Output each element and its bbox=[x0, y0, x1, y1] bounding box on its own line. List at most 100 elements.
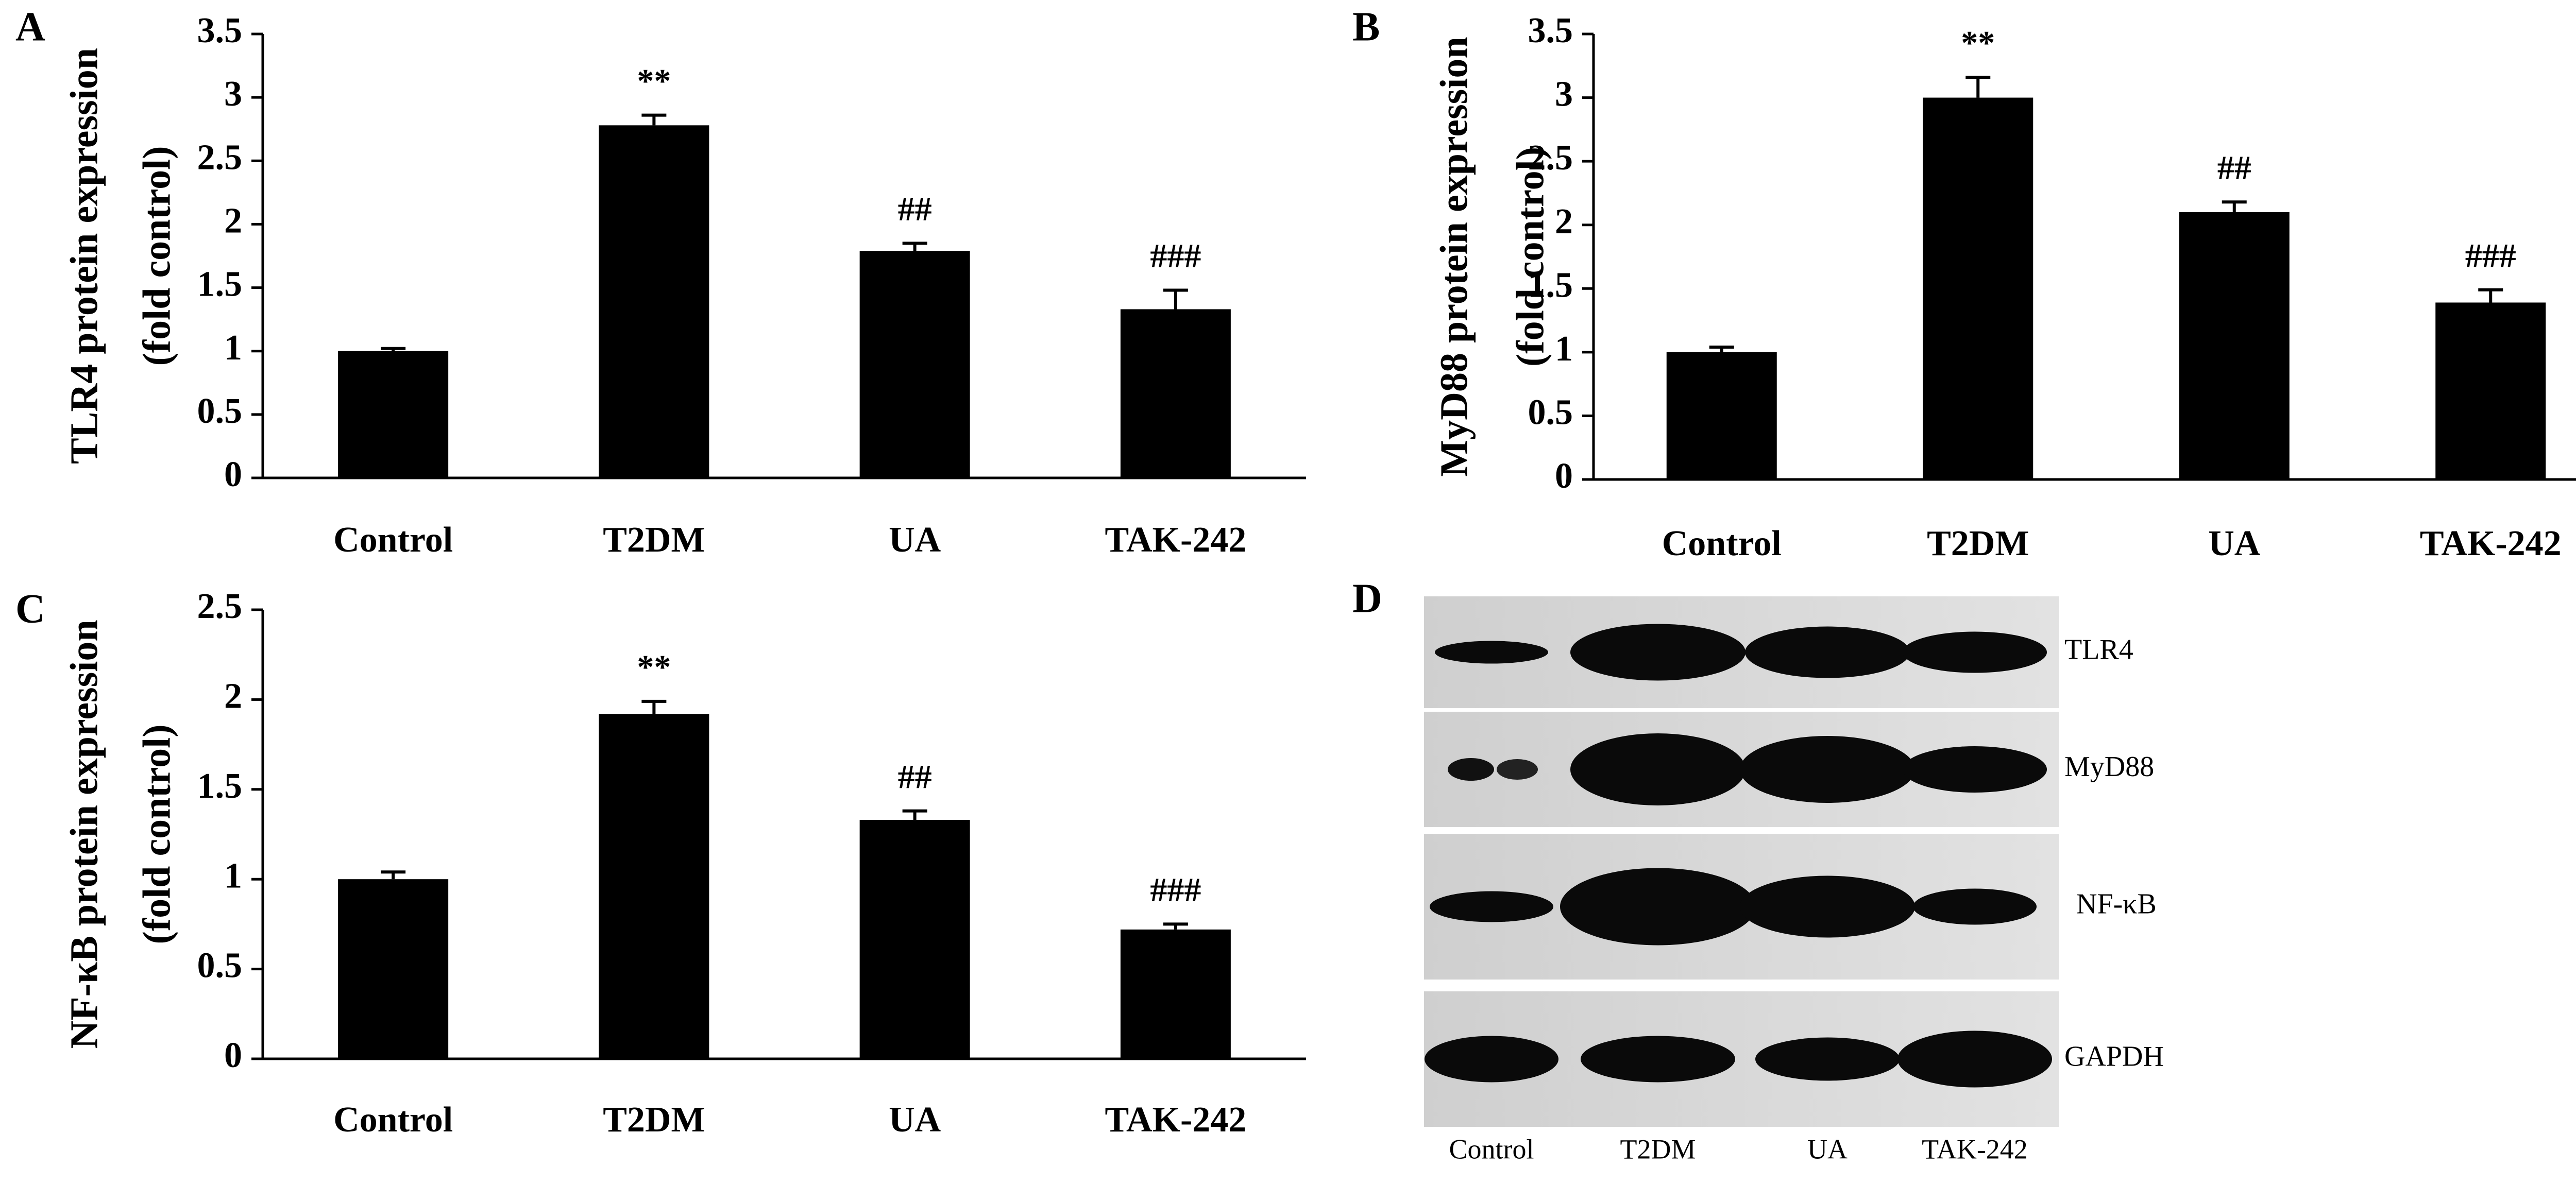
blot-band bbox=[1913, 888, 2037, 925]
y-tick-label: 2 bbox=[224, 201, 242, 241]
y-tick-label: 1.5 bbox=[197, 766, 243, 806]
error-bar bbox=[902, 242, 927, 251]
y-axis-label: (fold control) bbox=[135, 146, 178, 366]
blot-band bbox=[1903, 631, 2047, 673]
blot-row-label: GAPDH bbox=[2064, 1040, 2164, 1072]
blot-band bbox=[1903, 746, 2047, 793]
y-tick-label: 1 bbox=[1555, 329, 1573, 369]
panel-label: D bbox=[1352, 576, 1382, 621]
panel-label: C bbox=[15, 586, 45, 631]
y-tick-label: 1 bbox=[224, 856, 242, 896]
x-tick-label: TAK-242 bbox=[1105, 520, 1246, 560]
bar bbox=[859, 820, 970, 1059]
bar bbox=[2179, 212, 2290, 479]
error-bar bbox=[1163, 922, 1188, 930]
bar bbox=[859, 251, 970, 478]
error-bar bbox=[902, 809, 927, 820]
significance-label: ** bbox=[1961, 24, 1995, 62]
significance-label: ** bbox=[637, 62, 671, 100]
blot-band bbox=[1570, 733, 1745, 805]
y-axis-label: (fold control) bbox=[1509, 147, 1552, 367]
x-tick-label: TAK-242 bbox=[2420, 524, 2562, 563]
x-tick-label: T2DM bbox=[1927, 524, 2029, 563]
bar bbox=[599, 714, 709, 1059]
blot-band bbox=[1745, 626, 1910, 678]
blot-band bbox=[1570, 624, 1745, 681]
x-tick-label: UA bbox=[2208, 524, 2261, 563]
significance-label: ### bbox=[1150, 237, 1201, 275]
error-bar bbox=[641, 113, 667, 126]
blot-band bbox=[1740, 736, 1915, 803]
y-tick-label: 3.5 bbox=[197, 11, 243, 50]
error-bar bbox=[2478, 288, 2503, 303]
blot-band bbox=[1755, 1037, 1900, 1081]
blot-band bbox=[1897, 1031, 2052, 1088]
bar bbox=[338, 879, 449, 1059]
y-tick-label: 1.5 bbox=[197, 265, 243, 304]
y-tick-label: 0 bbox=[1555, 456, 1573, 496]
x-tick-label: Control bbox=[333, 1100, 453, 1140]
blot-row-label: TLR4 bbox=[2064, 633, 2133, 665]
blot-band bbox=[1740, 875, 1915, 938]
blot-band bbox=[1581, 1036, 1735, 1083]
x-tick-label: Control bbox=[333, 520, 453, 560]
error-bar bbox=[1965, 76, 1991, 98]
error-bar bbox=[1709, 345, 1734, 352]
blot-band bbox=[1430, 891, 1553, 922]
bar bbox=[2435, 302, 2546, 479]
y-tick-label: 2 bbox=[224, 676, 242, 716]
error-bar bbox=[1163, 288, 1188, 310]
y-tick-label: 1 bbox=[224, 328, 242, 368]
y-tick-label: 3 bbox=[1555, 75, 1573, 114]
bar bbox=[1120, 309, 1231, 478]
significance-label: ## bbox=[2217, 149, 2251, 186]
blot-lane-label: TAK-242 bbox=[1922, 1134, 2028, 1164]
y-tick-label: 3.5 bbox=[1528, 11, 1573, 50]
y-axis-label: TLR4 protein expression bbox=[62, 48, 106, 464]
y-tick-label: 2.5 bbox=[197, 138, 243, 177]
blot-row-label: NF-κB bbox=[2076, 888, 2157, 920]
x-tick-label: T2DM bbox=[603, 1100, 705, 1140]
bar bbox=[338, 351, 449, 478]
y-tick-label: 2.5 bbox=[1528, 138, 1573, 178]
y-tick-label: 3 bbox=[224, 74, 242, 114]
significance-label: ### bbox=[1150, 871, 1201, 909]
error-bar bbox=[381, 870, 406, 880]
y-axis-label: MyD88 protein expression bbox=[1432, 37, 1476, 476]
significance-label: ** bbox=[637, 648, 671, 686]
bar bbox=[1120, 929, 1231, 1059]
error-bar bbox=[381, 347, 406, 351]
significance-label: ## bbox=[898, 758, 932, 796]
error-bar bbox=[2222, 200, 2247, 212]
panel-label: B bbox=[1352, 4, 1380, 49]
y-tick-label: 0.5 bbox=[197, 946, 243, 986]
y-tick-label: 0 bbox=[224, 455, 242, 494]
blot-band bbox=[1425, 1036, 1558, 1083]
blot-band bbox=[1448, 758, 1494, 781]
blot-lane-label: UA bbox=[1807, 1134, 1848, 1164]
x-tick-label: UA bbox=[889, 1100, 941, 1140]
blot-band bbox=[1560, 868, 1756, 946]
bar bbox=[1923, 97, 2033, 480]
significance-label: ### bbox=[2465, 237, 2516, 274]
y-axis-label: (fold control) bbox=[135, 724, 178, 944]
y-tick-label: 0 bbox=[224, 1036, 242, 1075]
y-tick-label: 2.5 bbox=[197, 587, 243, 626]
blot-lane-label: T2DM bbox=[1620, 1134, 1696, 1164]
bar bbox=[599, 125, 709, 478]
y-tick-label: 2 bbox=[1555, 202, 1573, 242]
blot-band bbox=[1435, 641, 1548, 664]
panel-label: A bbox=[15, 4, 45, 49]
blot-band bbox=[1497, 759, 1538, 780]
significance-label: ## bbox=[898, 191, 932, 228]
x-tick-label: UA bbox=[889, 520, 941, 560]
y-tick-label: 1.5 bbox=[1528, 265, 1573, 305]
y-axis-label: NF-κB protein expression bbox=[62, 620, 106, 1049]
y-tick-label: 0.5 bbox=[197, 391, 243, 431]
bar bbox=[1666, 352, 1777, 479]
blot-row-label: MyD88 bbox=[2064, 751, 2154, 783]
x-tick-label: TAK-242 bbox=[1105, 1100, 1246, 1140]
x-tick-label: Control bbox=[1662, 524, 1782, 563]
